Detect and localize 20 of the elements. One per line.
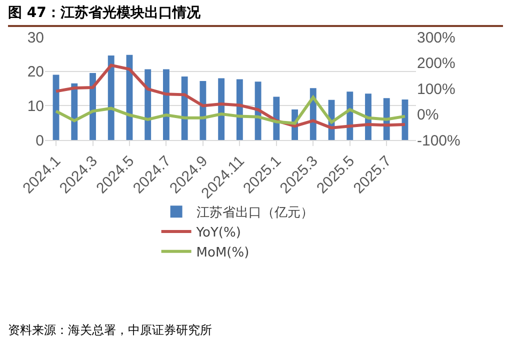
line-series: [54, 64, 406, 130]
line-series: [54, 96, 406, 125]
y-tick-label: 10: [27, 98, 44, 115]
chart-title: 图 47：江苏省光模块出口情况: [8, 4, 503, 27]
legend-label: MoM(%): [196, 245, 250, 260]
bar: [108, 56, 114, 140]
y-tick-label: 20: [27, 64, 44, 81]
y2-tick-label: 100%: [417, 80, 456, 98]
y2-tick-label: 0%: [417, 106, 439, 124]
legend-label: 江苏省出口（亿元）: [196, 206, 314, 221]
y-tick-label: 30: [27, 29, 44, 46]
bar: [218, 78, 225, 140]
bar: [144, 69, 152, 140]
legend-label: YoY(%): [195, 226, 241, 241]
y2-tick-label: 300%: [417, 29, 456, 46]
bar: [273, 96, 280, 140]
text: 资料来源：海关总署，中原证券研究所: [8, 322, 212, 339]
y2-tick-label: 200%: [417, 55, 456, 72]
y2-tick-label: -100%: [417, 132, 460, 150]
y-tick-label: 0: [36, 132, 44, 150]
